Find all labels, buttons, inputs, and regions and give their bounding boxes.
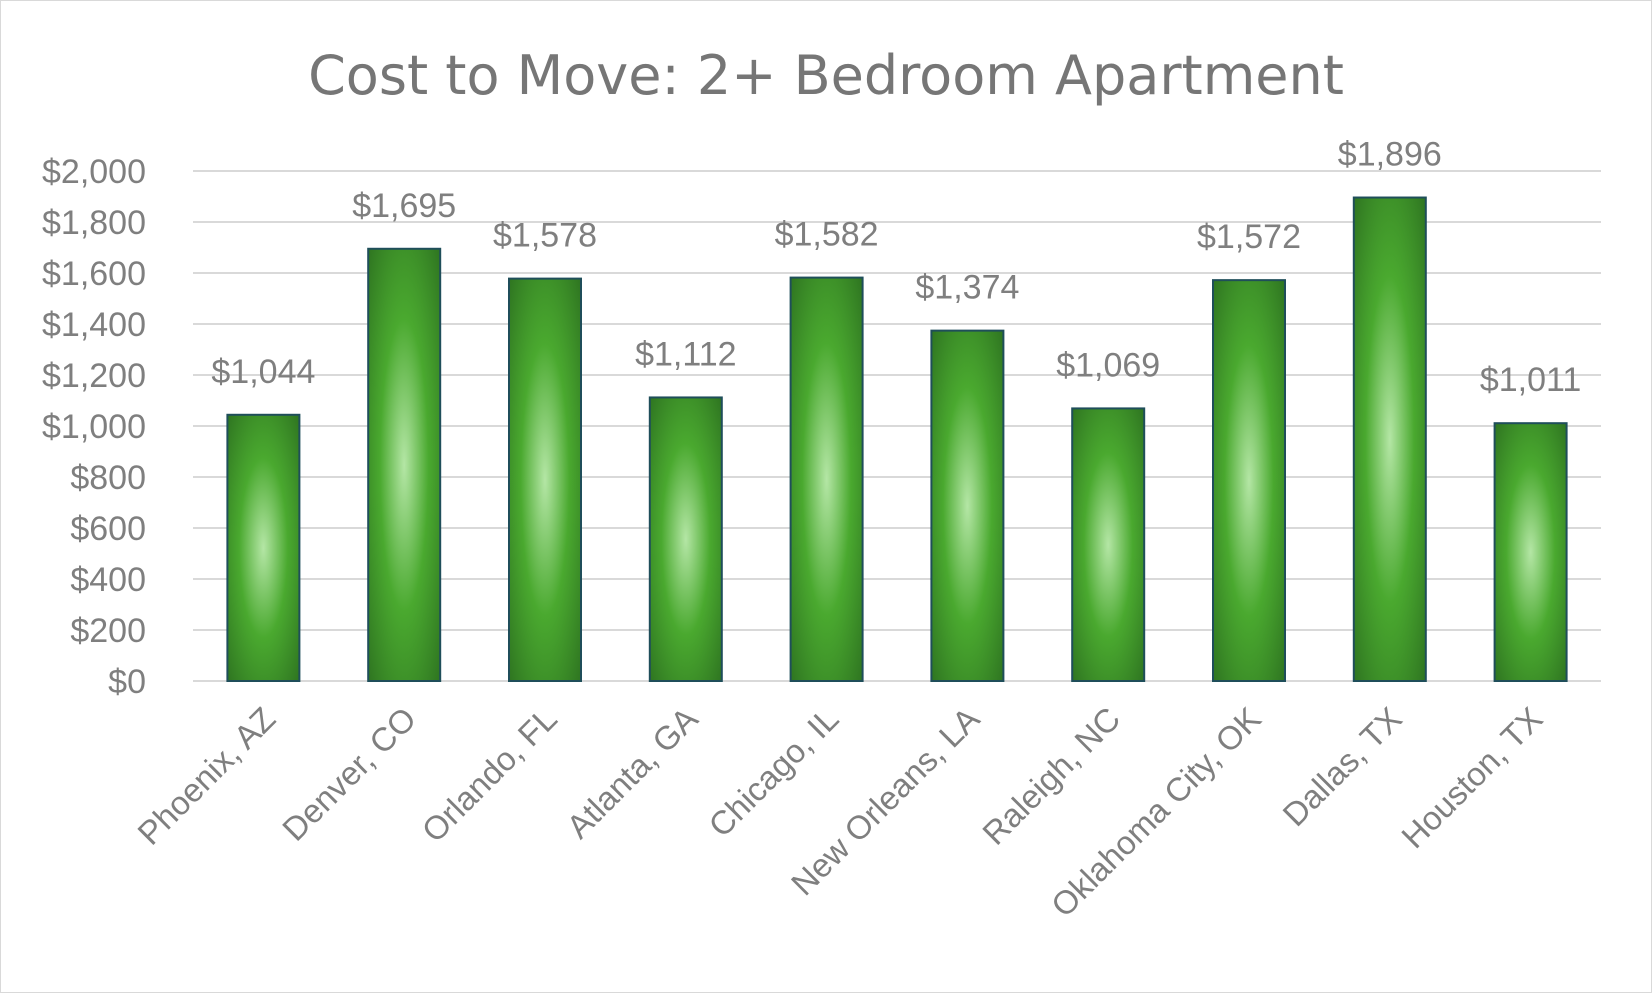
y-tick-label: $1,800	[42, 204, 146, 242]
bar	[1071, 407, 1146, 682]
y-tick-label: $1,000	[42, 408, 146, 446]
data-label: $1,011	[1480, 361, 1581, 399]
data-label: $1,374	[915, 269, 1019, 307]
y-tick-label: $800	[70, 459, 146, 497]
bar	[648, 396, 723, 682]
data-label: $1,112	[635, 335, 736, 373]
data-label: $1,896	[1338, 136, 1442, 174]
bar	[367, 247, 442, 682]
y-tick-label: $1,400	[42, 306, 146, 344]
data-label: $1,572	[1197, 218, 1301, 256]
y-tick-label: $600	[70, 510, 146, 548]
data-label: $1,044	[211, 353, 315, 391]
data-label: $1,069	[1056, 346, 1160, 384]
y-tick-label: $200	[70, 612, 146, 650]
x-tick-label: Denver, CO	[275, 700, 423, 848]
y-tick-label: $1,200	[42, 357, 146, 395]
bar	[930, 329, 1005, 682]
y-tick-label: $2,000	[42, 153, 146, 191]
x-tick-label: Dallas, TX	[1275, 700, 1408, 833]
bar	[508, 277, 582, 682]
bars	[226, 196, 1568, 683]
x-tick-label: Atlanta, GA	[559, 700, 704, 845]
chart-title: Cost to Move: 2+ Bedroom Apartment	[308, 44, 1344, 107]
x-tick-label: Houston, TX	[1394, 700, 1549, 855]
y-tick-label: $400	[70, 561, 146, 599]
bar	[1352, 196, 1427, 683]
bar	[1212, 279, 1286, 682]
x-tick-label: Chicago, IL	[701, 700, 845, 844]
x-tick-label: Orlando, FL	[415, 700, 564, 849]
y-tick-label: $0	[108, 663, 146, 701]
data-label: $1,695	[352, 187, 456, 225]
data-labels: $1,044 $1,695 $1,578 $1,112 $1,582 $1,374 $1,0…	[211, 136, 1581, 400]
y-axis-tick-labels: $0 $200 $400 $600 $800 $1,000 $1,200 $1,400 $1,6…	[42, 153, 146, 701]
x-tick-label: Phoenix, AZ	[130, 700, 282, 852]
y-tick-label: $1,600	[42, 255, 146, 293]
data-label: $1,582	[775, 216, 879, 254]
data-label: $1,578	[493, 217, 597, 255]
x-tick-label: Raleigh, NC	[975, 700, 1127, 852]
bar	[226, 413, 301, 682]
bar	[1493, 422, 1568, 682]
bar	[789, 276, 864, 682]
